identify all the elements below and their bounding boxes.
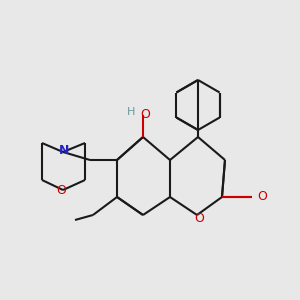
Text: O: O [257,190,267,203]
Text: O: O [56,184,66,197]
Text: O: O [140,107,150,121]
Text: N: N [59,145,69,158]
Text: O: O [194,212,204,224]
Text: H: H [127,107,135,117]
